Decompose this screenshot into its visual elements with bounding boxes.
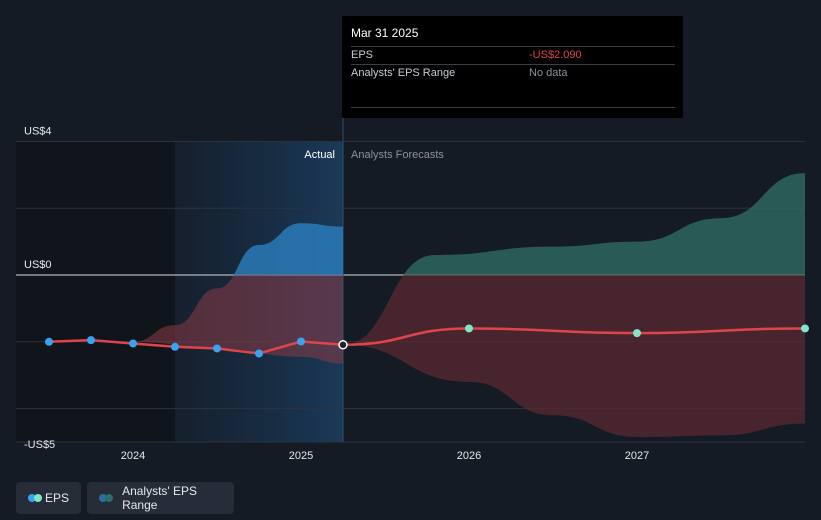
eps-actual-point (171, 342, 179, 351)
eps-forecast-point (633, 329, 641, 338)
actual-label: Actual (304, 149, 335, 161)
eps-actual-point (45, 337, 53, 346)
eps-forecast-point (801, 324, 809, 333)
eps-actual-point (213, 344, 221, 353)
legend-eps-label: EPS (44, 491, 69, 505)
actual-range-negative (133, 275, 343, 364)
eps-actual-line (48, 338, 344, 355)
tooltip-title: Mar 31 2025 (351, 26, 419, 40)
eps-actual-point (338, 340, 348, 350)
eps-actual-point (129, 339, 137, 348)
tooltip: Mar 31 2025 EPS -US$2.090 Analysts' EPS … (342, 16, 683, 118)
legend-eps[interactable]: EPS (16, 482, 81, 514)
eps-actual-point (255, 349, 263, 358)
y-tick-label: US$0 (24, 259, 52, 271)
actual-range-positive (233, 223, 343, 275)
eps-forecast-point (465, 324, 473, 333)
x-tick-label: 2024 (121, 450, 145, 462)
tooltip-divider (351, 107, 675, 108)
tooltip-range-key: Analysts' EPS Range (351, 67, 456, 79)
eps-legend-icon (28, 494, 42, 502)
x-tick-label: 2026 (457, 450, 481, 462)
tooltip-eps-value: -US$2.090 (529, 49, 582, 61)
forecast-range-negative (343, 275, 805, 437)
forecast-label: Analysts Forecasts (351, 149, 444, 161)
eps-forecast-line (342, 327, 806, 347)
y-tick-label: -US$5 (24, 439, 55, 451)
forecast-range-positive (403, 173, 805, 275)
eps-actual-point (87, 336, 95, 345)
eps-range-legend-icon (99, 494, 113, 502)
past-region (16, 142, 175, 442)
tooltip-row-range: Analysts' EPS Range No data (351, 64, 675, 82)
legend-eps-range-label: Analysts' EPS Range (122, 484, 198, 512)
y-tick-label: US$4 (24, 125, 52, 137)
legend-eps-range[interactable]: Analysts' EPS Range (87, 482, 234, 514)
eps-actual-point (297, 337, 305, 346)
eps-chart: US$4 US$0 -US$5 2024 2025 2026 2027 Actual Analy… (16, 112, 809, 462)
tooltip-range-value: No data (529, 67, 568, 79)
tooltip-row-eps: EPS -US$2.090 (351, 46, 675, 64)
x-tick-label: 2027 (625, 450, 649, 462)
x-tick-label: 2025 (289, 450, 313, 462)
tooltip-eps-key: EPS (351, 49, 374, 61)
